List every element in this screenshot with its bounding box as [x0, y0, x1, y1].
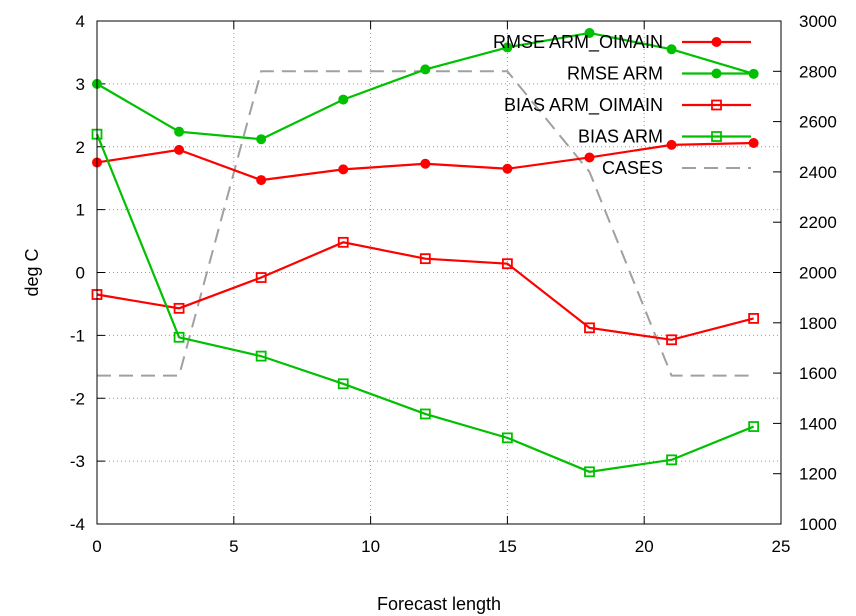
legend: RMSE ARM_OIMAIN RMSE ARM BIAS ARM_OIMAIN BI…: [493, 32, 751, 178]
data-point: [748, 137, 759, 148]
x-axis-label: Forecast length: [377, 594, 501, 614]
legend-label: BIAS ARM_OIMAIN: [504, 95, 663, 116]
x-tick-label: 0: [92, 537, 101, 556]
y2-tick-label: 2600: [799, 113, 837, 132]
legend-entry: BIAS ARM: [578, 127, 751, 147]
legend-entry: BIAS ARM_OIMAIN: [504, 95, 751, 116]
y2-tick-label: 1400: [799, 414, 837, 433]
y-tick-label: 3: [76, 75, 85, 94]
y2-tick-label: 2400: [799, 163, 837, 182]
data-point: [584, 152, 595, 163]
x-axis-ticks: 0 5 10 15 20 25: [92, 21, 790, 556]
series-bias-arm-oimain: [91, 236, 760, 346]
plot-frame: [96, 20, 782, 525]
legend-entry: CASES: [602, 158, 751, 178]
data-point: [420, 64, 431, 75]
data-point: [584, 322, 595, 334]
data-point: [502, 42, 513, 53]
data-point: [256, 175, 267, 186]
x-tick-label: 10: [361, 537, 380, 556]
y-tick-label: 2: [76, 138, 85, 157]
y2-tick-label: 2000: [799, 264, 837, 283]
x-tick-label: 25: [772, 537, 791, 556]
y2-tick-label: 1200: [799, 465, 837, 484]
y-axis-label: deg C: [22, 248, 42, 296]
x-tick-label: 20: [635, 537, 654, 556]
legend-entry: RMSE ARM: [567, 64, 751, 84]
legend-label: CASES: [602, 158, 663, 178]
x-tick-label: 5: [229, 537, 238, 556]
legend-label: BIAS ARM: [578, 127, 663, 147]
grid-lines: [97, 21, 781, 524]
y-tick-label: -1: [70, 326, 85, 345]
series-line: [95, 133, 755, 473]
y-tick-label: -2: [70, 389, 85, 408]
legend-entry: RMSE ARM_OIMAIN: [493, 32, 751, 53]
data-point: [501, 258, 513, 270]
data-point: [748, 421, 760, 432]
y2-axis-ticks: 1000 1200 1400 1600 1800 2000 2200 2400 2600 2800…: [773, 12, 837, 534]
y2-tick-label: 1000: [799, 515, 837, 534]
data-point: [748, 312, 760, 324]
data-point: [711, 99, 722, 111]
data-point: [337, 236, 349, 248]
data-point: [584, 466, 595, 478]
y2-tick-label: 2800: [799, 62, 837, 81]
data-point: [419, 408, 431, 420]
data-point: [584, 27, 595, 38]
data-point: [666, 44, 677, 55]
data-point: [174, 126, 185, 137]
data-point: [419, 253, 431, 265]
data-point: [711, 37, 722, 47]
legend-label: RMSE ARM_OIMAIN: [493, 32, 663, 53]
data-point: [501, 432, 513, 444]
series-rmse-arm-oimain: [92, 137, 759, 186]
data-point: [502, 163, 513, 174]
series-line: [96, 241, 754, 341]
y2-tick-label: 1600: [799, 364, 837, 383]
y2-tick-label: 3000: [799, 12, 837, 31]
y2-tick-label: 2200: [799, 213, 837, 232]
series-rmse-arm: [92, 27, 759, 145]
data-point: [666, 334, 677, 346]
data-point: [256, 134, 267, 145]
y2-tick-label: 1800: [799, 314, 837, 333]
data-point: [174, 144, 185, 155]
data-point: [711, 68, 722, 79]
y-tick-label: 1: [76, 201, 85, 220]
data-point: [338, 164, 349, 175]
y-tick-label: 0: [76, 264, 85, 283]
data-point: [173, 331, 185, 343]
y-axis-ticks: -4 -3 -2 -1 0 1 2 3 4: [70, 12, 105, 534]
data-point: [255, 272, 267, 283]
data-point: [337, 378, 349, 390]
x-tick-label: 15: [498, 537, 517, 556]
data-point: [711, 131, 722, 142]
series-line: [97, 70, 754, 377]
data-point: [338, 94, 349, 105]
data-point: [666, 139, 677, 150]
series-cases: [97, 70, 754, 377]
y-tick-label: -4: [70, 515, 85, 534]
legend-label: RMSE ARM: [567, 64, 663, 84]
data-point: [420, 158, 431, 169]
y-tick-label: -3: [70, 452, 85, 471]
data-point: [173, 302, 185, 314]
y-tick-label: 4: [76, 12, 85, 31]
data-point: [255, 350, 267, 362]
series-layer: [91, 27, 760, 478]
series-bias-arm: [91, 128, 760, 478]
data-point: [666, 454, 677, 466]
